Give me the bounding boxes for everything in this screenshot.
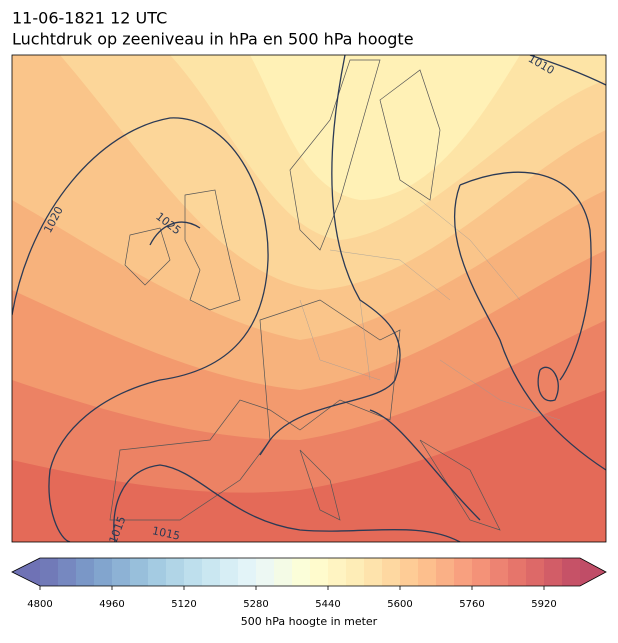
title: 11-06-1821 12 UTC [12,9,167,28]
band [250,55,520,200]
coastline [109,59,501,531]
isobar [259,55,592,521]
colorbar-segment [490,558,509,586]
colorbar-segment [202,558,221,586]
extend-arrow [580,558,606,586]
colorbar-segment [508,558,527,586]
colorbar-segment [526,558,545,586]
colorbar-segment [274,558,293,586]
colorbar-label: 500 hPa hoogte in meter [241,615,378,628]
tick-label: 5920 [531,599,556,610]
colorbar-segment [130,558,149,586]
isobar [113,464,461,542]
colorbar-segment [400,558,419,586]
subtitle: Luchtdruk op zeeniveau in hPa en 500 hPa… [12,30,414,49]
tick-label: 4960 [99,599,124,610]
tick-label: 5120 [171,599,196,610]
colorbar-segment [40,558,59,586]
colorbar-segment [382,558,401,586]
colorbar-segment [94,558,113,586]
isobar [453,184,606,471]
colorbar-segment [112,558,131,586]
colorbar-segment [544,558,563,586]
colorbar-segment [292,558,311,586]
map-frame [11,54,607,543]
colorbar-segment [436,558,455,586]
colorbar-segment [472,558,491,586]
map: 1010 1020 1025 1015 1015 [12,55,606,543]
tick-label: 5760 [459,599,484,610]
colorbar-segment [148,558,167,586]
colorbar-segment [418,558,437,586]
colorbar: 4800 4960 5120 5280 5440 5600 5760 5920 500 hPa … [11,557,607,628]
tick-label: 5280 [243,599,268,610]
colorbar-segment [58,558,77,586]
isobar [149,221,201,246]
isobar [529,55,606,86]
colorbar-segment [166,558,185,586]
tick-label: 5440 [315,599,340,610]
colorbar-segment [562,558,581,586]
tick-label: 5600 [387,599,412,610]
colorbar-segment [364,558,383,586]
border [299,199,561,421]
isobar [537,366,559,402]
colorbar-segment [238,558,257,586]
colorbar-segment [184,558,203,586]
colorbar-segment [328,558,347,586]
colorbar-segment [220,558,239,586]
tick-label: 4800 [27,599,52,610]
colorbar-segment [454,558,473,586]
colorbar-segment [310,558,329,586]
colorbar-outline [11,557,607,587]
colorbar-segment [256,558,275,586]
colorbar-segment [76,558,95,586]
extend-arrow [12,558,40,586]
isobar [12,117,269,542]
colorbar-segment [346,558,365,586]
isobar-label: 1015 [151,524,181,543]
